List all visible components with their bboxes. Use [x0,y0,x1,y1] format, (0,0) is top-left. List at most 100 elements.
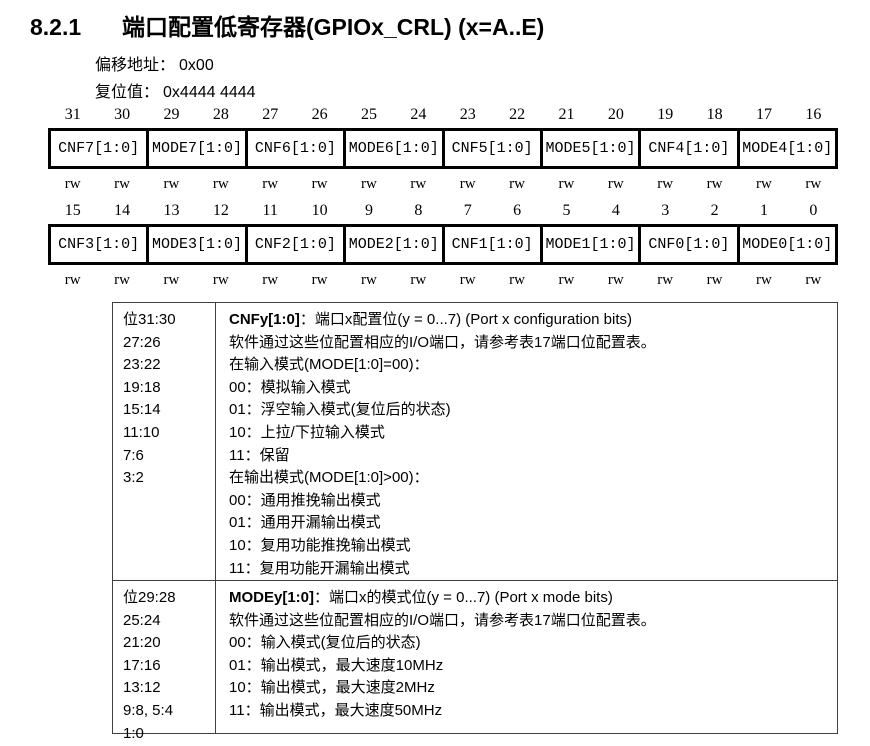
access-type: rw [212,176,229,192]
register-field-cell: MODE0[1:0] [736,227,835,262]
bit-number: 5 [562,202,571,219]
desc-line: 01：通用开漏输出模式 [229,514,381,532]
bit-range-line: 23:22 [123,356,161,374]
bit-number: 9 [364,202,373,219]
access-type: rw [262,272,279,288]
bit-range-line: 3:2 [123,469,144,487]
desc-line: 11：输出模式，最大速度50MHz [229,701,443,719]
desc-line: 软件通过这些位配置相应的I/O端口，请参考表17端口位配置表。 [229,333,656,351]
register-meta: 偏移地址： 0x00 复位值： 0x4444 4444 [95,52,256,106]
bit-range-line: 25:24 [123,611,161,629]
access-type: rw [459,176,476,192]
description-cell: CNFy[1:0]：端口x配置位(y = 0...7) (Port x conf… [216,303,837,580]
bit-range-line: 19:18 [123,378,161,396]
bit-number: 15 [64,202,81,219]
register-field-cell: MODE2[1:0] [343,227,441,262]
bit-range-line: 11:10 [123,423,160,441]
desc-line: 10：复用功能推挽输出模式 [229,536,411,554]
register-field-cell: CNF1[1:0] [441,227,540,262]
bit-number: 17 [755,106,772,123]
register-bitfield-row-low: 15 14 13 12 11 10 9 8 7 6 5 4 3 2 1 0 CNF3[1:0] MODE3[1:… [48,202,838,288]
bit-range-line: 位31:30 [123,311,176,328]
offset-label: 偏移地址： [95,57,176,74]
bit-number: 20 [607,106,624,123]
bit-number: 28 [212,106,229,123]
bit-range-line: 13:12 [123,679,161,697]
bit-number: 1 [759,202,768,219]
register-field-cell: CNF0[1:0] [638,227,736,262]
access-type: rw [509,176,525,192]
access-type: rw [212,272,229,288]
access-type: rw [410,176,427,192]
bit-number: 10 [311,202,328,219]
bit-number: 12 [212,202,229,219]
access-type: rw [657,176,674,192]
desc-line: 00：输入模式(复位后的状态) [229,634,421,652]
access-type: rw [756,272,772,288]
bit-number: 14 [114,202,131,219]
access-row: rw rw rw rw rw rw rw rw rw rw rw rw rw rw rw rw [48,176,838,192]
bit-number: 7 [463,202,472,219]
offset-value: 0x00 [179,57,214,74]
page-title: 端口配置低寄存器(GPIOx_CRL) (x=A..E) [122,14,545,40]
register-field-cell: MODE4[1:0] [736,131,835,166]
access-type: rw [262,176,279,192]
reset-value-line: 复位值： 0x4444 4444 [95,79,256,106]
desc-line: 在输入模式(MODE[1:0]=00)： [229,356,429,374]
bit-number: 31 [64,106,81,123]
access-type: rw [706,176,723,192]
bit-ranges-cell: 位31:30 27:26 23:22 19:18 15:14 11:10 7:6 3:2 [113,303,216,580]
bit-description-table: 位31:30 27:26 23:22 19:18 15:14 11:10 7:6 3:2 CN… [112,302,838,742]
register-field-cell: MODE6[1:0] [343,131,441,166]
bit-number: 26 [311,106,328,123]
register-field-cell: MODE1[1:0] [539,227,638,262]
bit-number: 6 [513,202,522,219]
register-field-cell: MODE5[1:0] [539,131,638,166]
bit-number: 18 [706,106,723,123]
desc-line: 11：保留 [229,446,290,464]
access-type: rw [509,272,525,288]
bit-range-line: 1:0 [123,724,144,742]
access-type: rw [311,176,328,192]
desc-line: 01：输出模式，最大速度10MHz [229,656,444,674]
desc-lines: 软件通过这些位配置相应的I/O端口，请参考表17端口位配置表。 00：输入模式(复… [229,610,829,723]
access-type: rw [64,272,81,288]
bit-number: 22 [509,106,526,123]
field-title-rest: ：端口x的模式位(y = 0...7) (Port x mode bits) [314,589,613,606]
bit-ranges-cell: 位29:28 25:24 21:20 17:16 13:12 9:8, 5:4 1:0 [113,581,216,742]
desc-line: 10：上拉/下拉输入模式 [229,423,385,441]
access-type: rw [607,176,624,192]
access-type: rw [607,272,624,288]
desc-title-line: CNFy[1:0]：端口x配置位(y = 0...7) (Port x conf… [229,309,829,332]
access-type: rw [459,272,476,288]
field-cells-row: CNF3[1:0] MODE3[1:0] CNF2[1:0] MODE2[1:0] CN… [48,224,838,265]
access-type: rw [361,272,377,288]
bit-number: 16 [805,106,822,123]
offset-address-line: 偏移地址： 0x00 [95,52,256,79]
bit-number: 0 [809,202,818,219]
register-field-cell: MODE3[1:0] [146,227,244,262]
register-field-cell: CNF2[1:0] [244,227,343,262]
desc-line: 11：复用功能开漏输出模式 [229,559,410,577]
field-name: CNFy[1:0] [229,311,300,328]
access-type: rw [64,176,81,192]
bit-range-line: 位29:28 [123,589,176,606]
bit-range-line: 21:20 [123,634,161,652]
section-number: 8.2.1 [30,14,82,40]
desc-lines: 软件通过这些位配置相应的I/O端口，请参考表17端口位配置表。 在输入模式(MOD… [229,332,829,580]
register-bitfield-row-high: 31 30 29 28 27 26 25 24 23 22 21 20 19 18 17 16 CNF7[1:… [48,106,838,192]
bit-range-line: 27:26 [123,333,161,351]
access-type: rw [410,272,427,288]
reset-value: 0x4444 4444 [163,84,256,101]
section-heading: 8.2.1 端口配置低寄存器(GPIOx_CRL) (x=A..E) [30,8,544,42]
access-type: rw [706,272,723,288]
register-field-cell: CNF3[1:0] [58,236,140,253]
desc-line: 01：浮空输入模式(复位后的状态) [229,401,451,419]
bit-number: 25 [360,106,377,123]
field-title-rest: ：端口x配置位(y = 0...7) (Port x configuration… [299,311,633,328]
register-field-cell: MODE7[1:0] [146,131,244,166]
bit-number: 2 [710,202,719,219]
access-type: rw [163,272,180,288]
bit-number: 4 [611,202,620,219]
